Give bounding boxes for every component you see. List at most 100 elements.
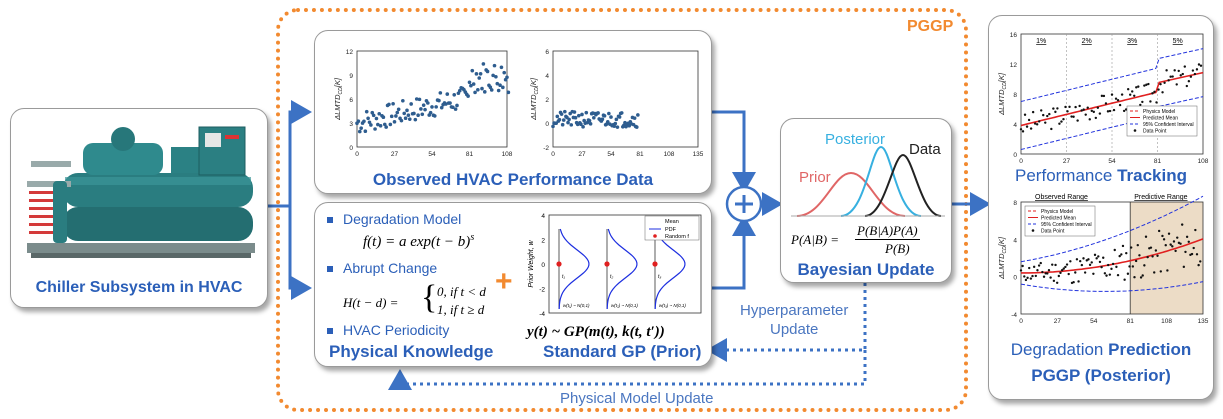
prior-label: Prior (799, 169, 831, 186)
y-tick-label: 2 (545, 97, 549, 104)
legend-swatch (1133, 129, 1137, 132)
data-point (1080, 109, 1083, 112)
predicted-mean (1020, 71, 1204, 127)
data-point (1116, 99, 1120, 102)
data-point (1074, 105, 1077, 109)
data-point (1164, 244, 1167, 247)
y-tick-label: 4 (545, 73, 549, 80)
data-point (378, 123, 383, 128)
data-point (1052, 107, 1055, 110)
data-point (406, 113, 411, 118)
data-point (1033, 122, 1037, 125)
legend-item: 95% Confident Interval (1143, 122, 1194, 128)
ci-lower (1020, 281, 1204, 292)
data-point (1024, 278, 1028, 282)
formula-abrupt-case2: 1, if t ≥ d (437, 302, 485, 317)
data-point (399, 118, 404, 123)
data-point (466, 94, 470, 98)
observed-title: Observed HVAC Performance Data (372, 170, 654, 189)
y-axis-label: ΔLMTDCD[K] (333, 77, 344, 121)
y-tick-label: 6 (545, 49, 549, 56)
data-point (579, 122, 583, 127)
data-point (1054, 110, 1057, 114)
data-point (1128, 265, 1131, 268)
data-point (1100, 265, 1103, 269)
x-tick-label: 81 (636, 151, 644, 158)
data-point (613, 121, 618, 126)
data-point (356, 119, 361, 124)
data-point (502, 70, 507, 75)
bullet-abrupt-change: Abrupt Change (327, 260, 437, 276)
data-point (1093, 253, 1097, 257)
y-tick-label: -4 (539, 311, 545, 318)
data-point (392, 120, 397, 124)
y-tick-label: 0 (349, 145, 353, 152)
data-point (363, 129, 368, 133)
data-point (1056, 107, 1059, 110)
y-axis-label: ΔLMTDCD[K] (997, 236, 1008, 280)
data-point (377, 111, 382, 116)
data-point (1180, 223, 1184, 226)
physical-model-update-label: Physical Model Update (560, 390, 714, 407)
data-point (1134, 259, 1138, 263)
data-point (1138, 254, 1141, 257)
data-point (580, 112, 584, 117)
data-point (364, 109, 369, 114)
x-tick-label: 0 (1019, 318, 1023, 325)
arrow-hyperparameter-update (706, 283, 867, 362)
legend-item: Predicted Mean (1143, 116, 1178, 122)
data-point (1051, 263, 1054, 266)
data-point (636, 113, 640, 117)
data-point (1052, 279, 1056, 283)
data-point (584, 110, 589, 115)
data-point (1072, 115, 1075, 118)
data-point (1175, 83, 1178, 86)
data-point (396, 107, 401, 112)
posterior-panel: 16 12 8 4 0 0 27 54 81 108 ΔLMTDCD[K] 1% 2% 3% 5% Physi… (988, 15, 1214, 400)
y-tick-label: -4 (1011, 312, 1017, 319)
data-point (444, 102, 448, 106)
data-point (605, 120, 610, 124)
y-tick-label: 6 (349, 97, 353, 104)
data-point (495, 81, 500, 86)
data-point (1123, 278, 1126, 281)
data-point (1021, 130, 1025, 133)
prior-curve (796, 171, 906, 217)
plot-frame (356, 50, 508, 148)
data-point (1025, 125, 1029, 128)
data-point (452, 92, 457, 97)
x-tick-label: 0 (355, 151, 359, 158)
data-point (1062, 117, 1065, 121)
data-point (451, 105, 455, 110)
data-point (421, 103, 426, 107)
data-point (1035, 123, 1039, 126)
data-point (395, 110, 400, 115)
data-point (478, 72, 483, 76)
data-point (1074, 271, 1077, 274)
data-point (371, 113, 376, 118)
bayes-curves (791, 145, 945, 217)
data-point (1104, 102, 1108, 105)
legend-item: Predicted Mean (1041, 216, 1076, 222)
ci-upper (1020, 48, 1204, 102)
y-tick-label: -2 (543, 145, 549, 152)
data-point (453, 107, 458, 111)
data-point (1135, 86, 1138, 89)
x-tick-label: 108 (664, 151, 675, 158)
data-point (389, 114, 394, 119)
data-point (1066, 110, 1069, 113)
x-tick-label: 27 (1054, 318, 1062, 325)
data-point (587, 118, 592, 123)
data-point (437, 98, 441, 103)
data-point (1151, 255, 1154, 258)
data-point (391, 101, 395, 106)
data-point (387, 102, 391, 107)
data-point (439, 105, 444, 110)
data-point (1125, 251, 1128, 255)
data-point (496, 88, 501, 93)
y-tick-label: 9 (349, 73, 353, 80)
data-point (423, 107, 427, 112)
data-point (566, 120, 570, 125)
data-point (1154, 249, 1158, 252)
y-tick-label: 12 (1010, 62, 1018, 69)
